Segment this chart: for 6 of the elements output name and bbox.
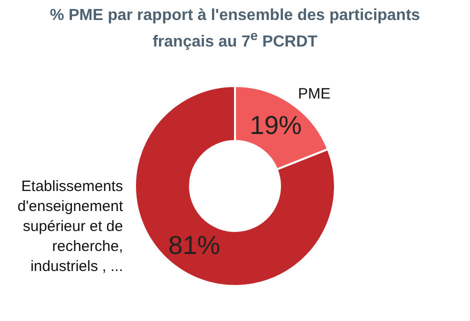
donut-slice: [134, 85, 336, 287]
data-label: 19%: [250, 110, 302, 140]
data-label: 81%: [168, 230, 220, 260]
slice-label: PME: [298, 85, 330, 102]
slice-label: Etablissements d'enseignement supérieur et de recherche, industriels , ...: [18, 178, 124, 275]
chart-title: % PME par rapport à l'ensemble des participants français au 7$^{e}$ PCRDT: [48, 6, 422, 52]
